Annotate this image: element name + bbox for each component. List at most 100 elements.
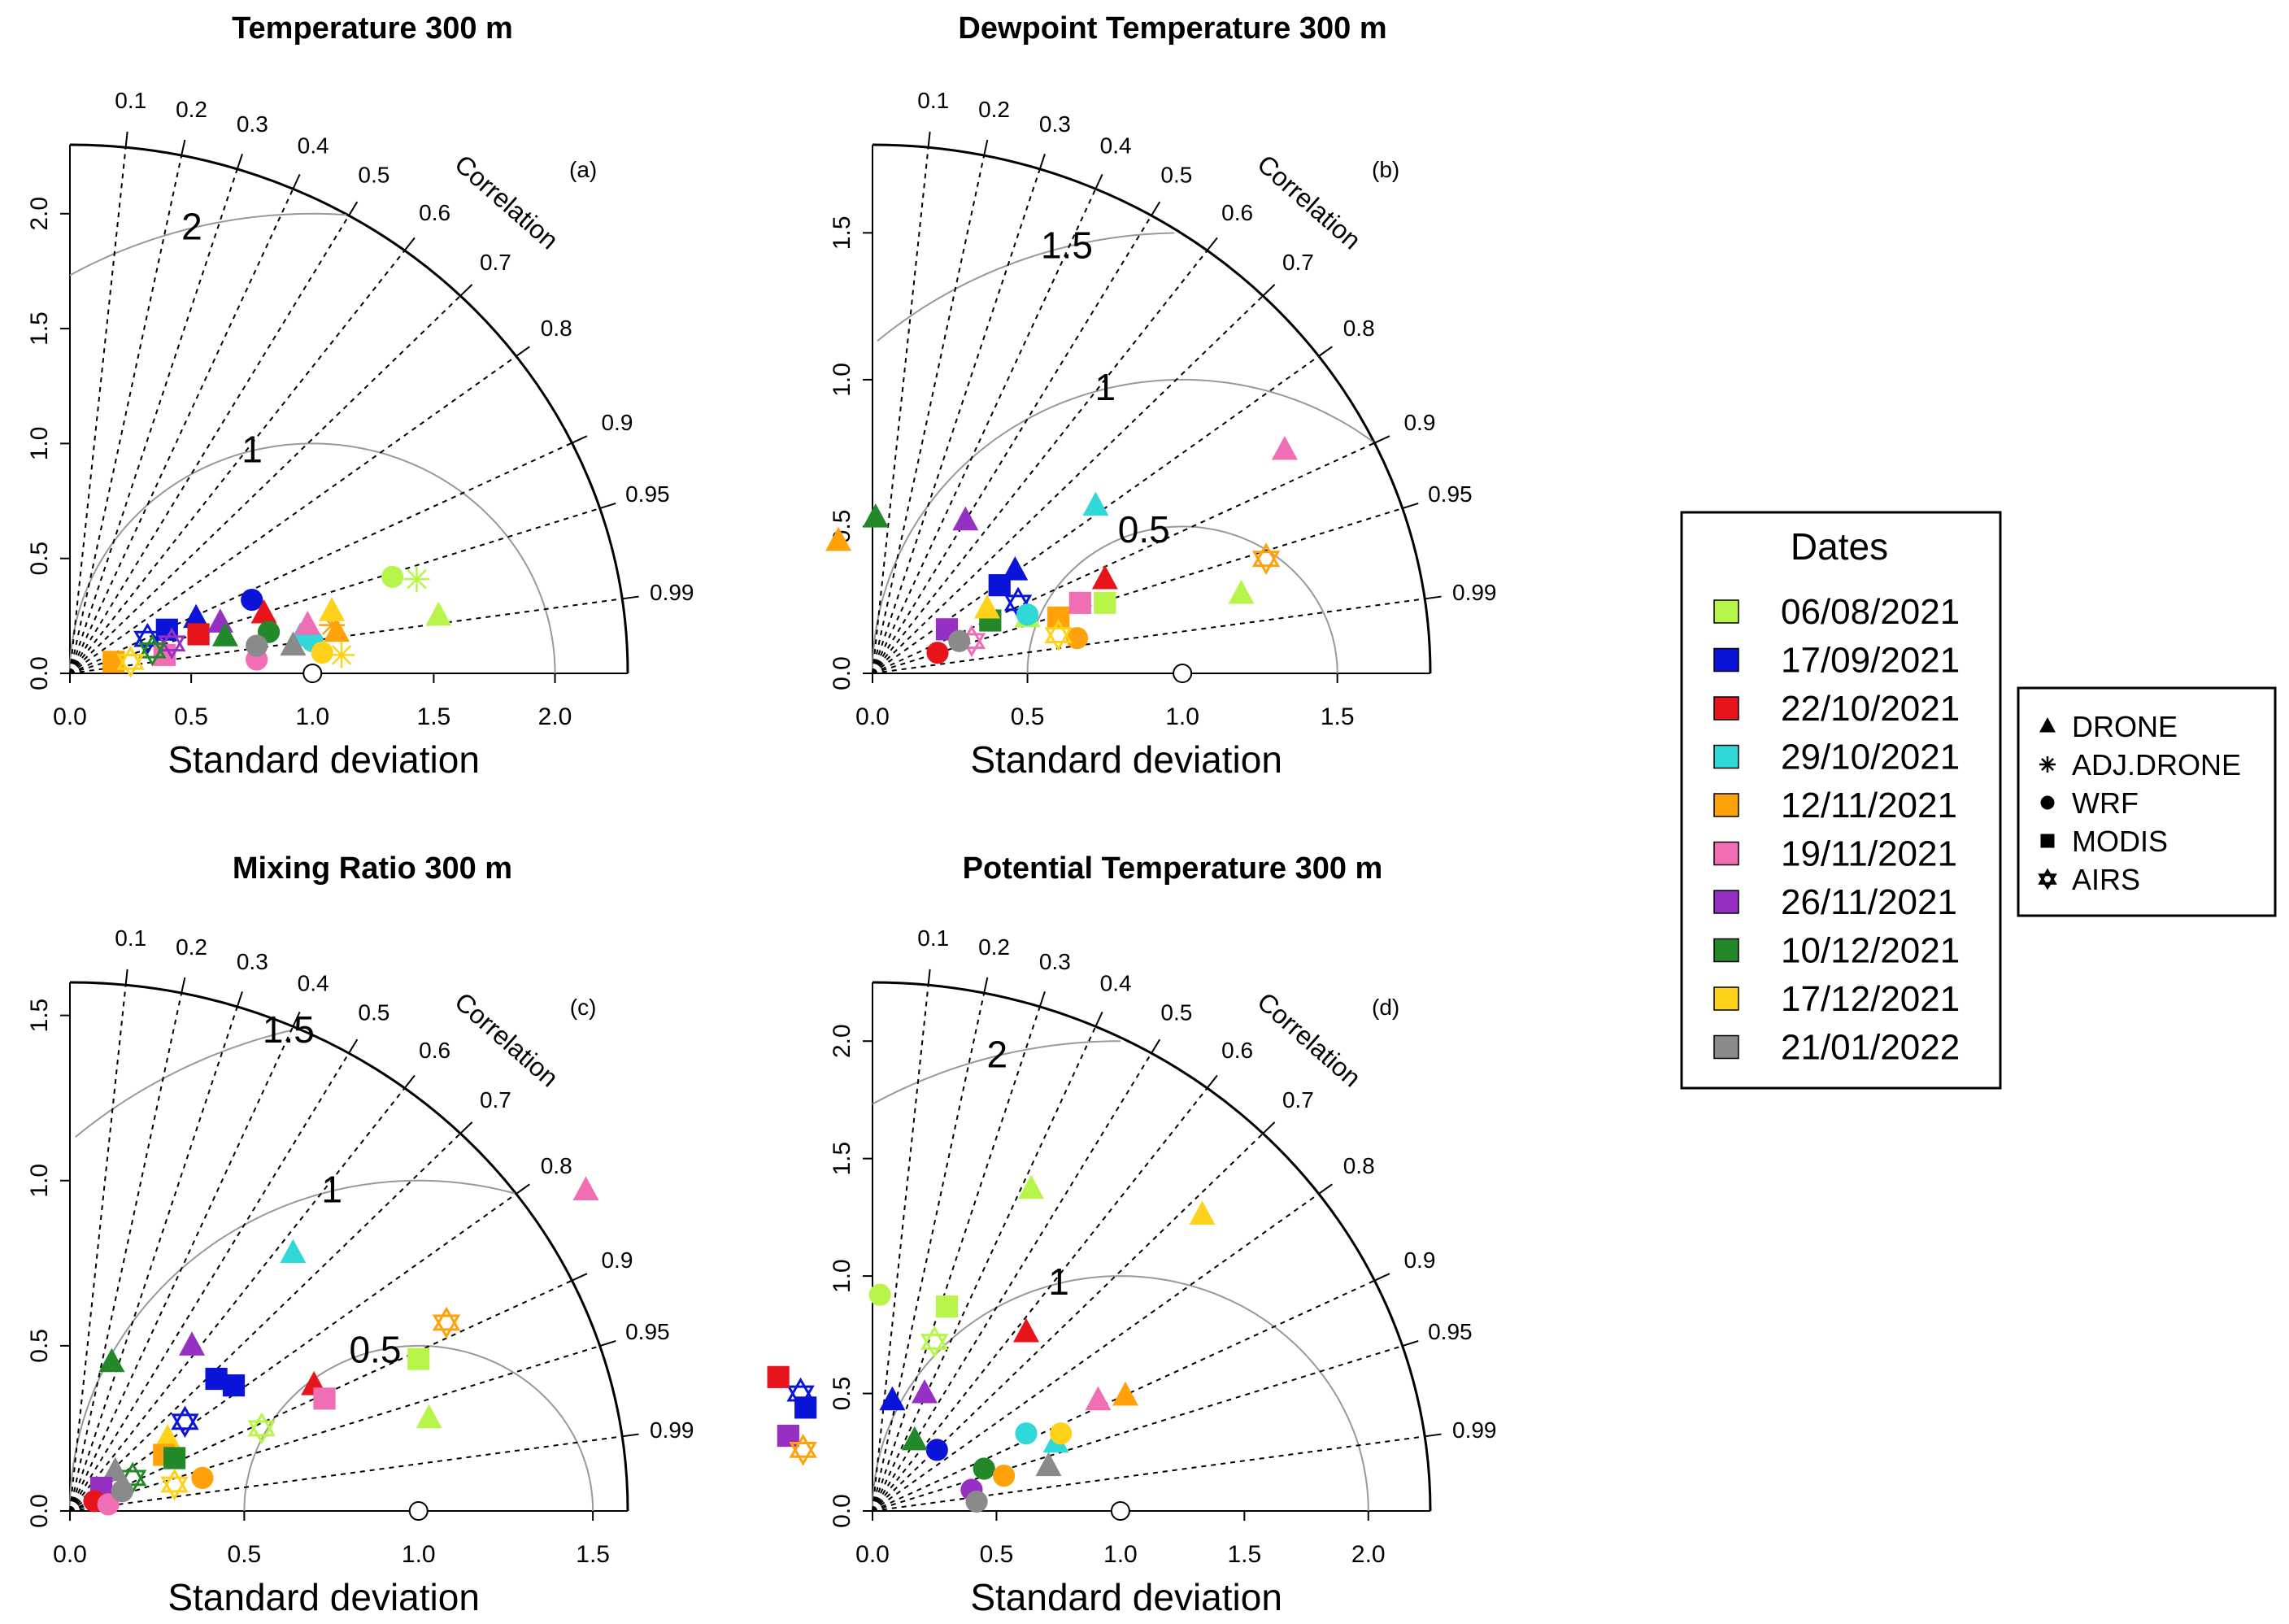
- marker-star-up: [920, 1326, 949, 1350]
- marker-circle: [381, 565, 404, 588]
- correlation-tick: [1262, 1121, 1276, 1134]
- y-tick-label: 1.0: [26, 1164, 53, 1198]
- y-tick-label: 1.5: [26, 999, 53, 1033]
- legend-date-label: 10/12/2021: [1781, 931, 1960, 971]
- correlation-arc: [69, 143, 629, 674]
- marker-circle: [241, 588, 263, 612]
- marker-triangle: [319, 597, 346, 621]
- data-point-triangle: [250, 599, 277, 624]
- marker-triangle: [825, 526, 852, 551]
- data-point-triangle: [425, 601, 452, 626]
- marker-circle: [1050, 1422, 1073, 1445]
- marker-circle: [191, 1466, 214, 1489]
- rms-contour: [872, 378, 1374, 674]
- marker-star-up: [1044, 619, 1073, 643]
- y-tick-label: 1.5: [26, 311, 53, 346]
- correlation-tick: [599, 502, 616, 509]
- correlation-tick: [1151, 1038, 1161, 1054]
- data-point-square: [313, 1387, 336, 1410]
- data-point-triangle: [952, 506, 979, 531]
- marker-square: [2040, 834, 2055, 848]
- correlation-tick: [1038, 991, 1046, 1008]
- legend-date-label: 06/08/2021: [1781, 592, 1960, 632]
- y-tick-label: 0.0: [26, 656, 53, 690]
- rms-contour-label: 1: [1048, 1260, 1069, 1303]
- correlation-tick: [983, 977, 989, 994]
- correlation-tick: [1151, 201, 1161, 216]
- sources-legend-box: [2017, 686, 2277, 917]
- data-point-triangle: [294, 611, 321, 635]
- legend-date-label: 19/11/2021: [1781, 834, 1957, 874]
- data-point-star: [247, 1412, 276, 1445]
- marker-triangle: [1018, 1174, 1045, 1199]
- correlation-tick-label: 0.99: [1452, 580, 1497, 605]
- correlation-radial: [69, 1006, 238, 1512]
- correlation-tick: [1262, 284, 1276, 297]
- panel-letter: (a): [569, 157, 597, 182]
- marker-star-down: [171, 1413, 199, 1439]
- data-point-star: [171, 1405, 199, 1439]
- data-point-circle: [1050, 1422, 1073, 1445]
- marker-triangle: [1228, 579, 1255, 604]
- dates-legend: Dates 06/08/2021 17/09/2021 22/10/2021 29/1…: [1680, 511, 2002, 1090]
- marker-triangle: [572, 1176, 599, 1200]
- marker-triangle: [294, 611, 321, 635]
- x-tick-label: 1.5: [417, 703, 451, 730]
- legend-date-label: 21/01/2022: [1781, 1028, 1960, 1068]
- correlation-radial: [872, 168, 1041, 674]
- legend-swatch: [1713, 986, 1739, 1011]
- correlation-tick-label: 0.8: [541, 1153, 572, 1178]
- correlation-radial: [69, 250, 406, 674]
- data-point-square: [794, 1396, 817, 1419]
- data-point-square: [407, 1348, 430, 1370]
- data-point-triangle: [862, 503, 889, 528]
- marker-square: [794, 1396, 817, 1419]
- marker-circle: [925, 1439, 948, 1461]
- marker-circle: [111, 1480, 133, 1503]
- rms-contour-label: 2: [986, 1033, 1007, 1075]
- legend-date-label: 17/12/2021: [1781, 979, 1960, 1019]
- marker-triangle: [211, 622, 238, 647]
- marker-triangle: [1271, 435, 1298, 460]
- correlation-tick-label: 0.5: [358, 999, 389, 1025]
- marker-triangle: [425, 601, 452, 626]
- marker-star-up: [789, 1434, 817, 1458]
- marker-square: [988, 574, 1011, 597]
- correlation-tick-label: 0.3: [237, 949, 268, 974]
- marker-circle: [246, 634, 268, 657]
- x-tick-label: 1.5: [1321, 703, 1355, 730]
- data-point-square: [1068, 591, 1091, 614]
- correlation-tick: [1206, 237, 1218, 251]
- marker-star-up: [118, 1461, 147, 1487]
- data-point-triangle: [1082, 491, 1109, 516]
- correlation-radial: [69, 1345, 600, 1512]
- correlation-tick: [1425, 1433, 1442, 1438]
- legend-date-label: 12/11/2021: [1781, 786, 1957, 825]
- correlation-radial: [872, 985, 929, 1512]
- data-point-circle: [965, 1490, 988, 1513]
- correlation-radial: [69, 985, 127, 1512]
- correlation-tick: [1038, 154, 1046, 170]
- y-tick-label: 2.0: [829, 1024, 855, 1058]
- correlation-radial: [69, 1133, 461, 1512]
- x-tick-label: 2.0: [1351, 1541, 1386, 1568]
- observed-reference-point: [408, 1501, 429, 1521]
- marker-star-down: [789, 1441, 817, 1466]
- y-tick-label: 1.5: [829, 1142, 855, 1176]
- correlation-radial: [69, 147, 127, 674]
- marker-triangle: [98, 1348, 125, 1373]
- correlation-tick: [1318, 346, 1333, 357]
- panel-letter: (d): [1372, 995, 1399, 1020]
- data-point-triangle: [879, 1386, 906, 1411]
- data-point-circle: [97, 1493, 120, 1516]
- correlation-tick-label: 0.7: [1282, 250, 1314, 275]
- legend-swatch: [1713, 841, 1739, 866]
- data-point-square: [988, 574, 1011, 597]
- correlation-tick: [181, 139, 186, 156]
- y-tick-label: 0.5: [26, 542, 53, 576]
- legend-source-label: MODIS: [2072, 825, 2168, 858]
- correlation-radial: [69, 155, 183, 674]
- triangle-icon: [2039, 717, 2056, 733]
- marker-triangle: [912, 1378, 938, 1404]
